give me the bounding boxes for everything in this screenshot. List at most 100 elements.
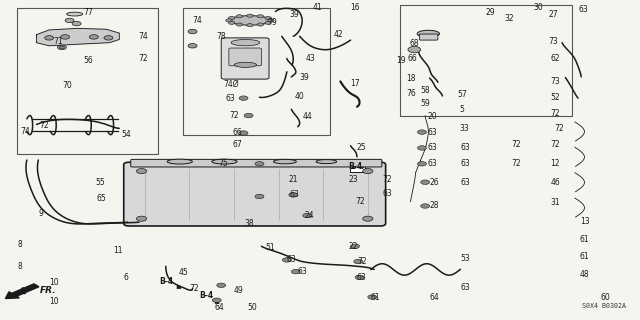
- Text: 72: 72: [554, 124, 564, 133]
- Text: 39: 39: [300, 73, 309, 82]
- Circle shape: [236, 15, 243, 18]
- Text: 41: 41: [312, 3, 322, 12]
- Circle shape: [355, 275, 364, 280]
- Text: 78: 78: [217, 32, 227, 41]
- Circle shape: [217, 283, 226, 288]
- Text: 72: 72: [511, 159, 521, 168]
- Text: 68: 68: [409, 39, 419, 48]
- Text: 75: 75: [218, 159, 228, 168]
- Text: 63: 63: [460, 283, 470, 292]
- Circle shape: [45, 36, 54, 40]
- Text: 67: 67: [232, 140, 242, 149]
- FancyArrow shape: [5, 284, 39, 299]
- Text: 6: 6: [124, 273, 129, 282]
- Circle shape: [90, 35, 99, 39]
- Ellipse shape: [231, 39, 260, 46]
- Text: 5: 5: [459, 105, 464, 114]
- Polygon shape: [36, 28, 119, 46]
- Text: 19: 19: [396, 56, 406, 65]
- Text: FR.: FR.: [40, 286, 56, 295]
- Text: 74: 74: [20, 127, 30, 136]
- Circle shape: [65, 18, 74, 23]
- Ellipse shape: [417, 30, 440, 37]
- Circle shape: [257, 23, 264, 26]
- Text: 46: 46: [550, 178, 561, 187]
- Circle shape: [265, 16, 271, 20]
- Circle shape: [420, 180, 429, 184]
- Circle shape: [268, 19, 274, 22]
- Text: 60: 60: [600, 293, 610, 302]
- Text: 42: 42: [334, 30, 344, 39]
- Circle shape: [228, 16, 235, 20]
- Ellipse shape: [67, 12, 83, 16]
- Circle shape: [244, 113, 253, 118]
- Text: 77: 77: [83, 8, 93, 17]
- Circle shape: [136, 216, 147, 221]
- Text: 33: 33: [459, 124, 468, 133]
- Bar: [399, 4, 572, 116]
- Circle shape: [226, 19, 232, 22]
- Circle shape: [289, 193, 298, 197]
- Text: 48: 48: [580, 270, 589, 279]
- Circle shape: [58, 45, 67, 50]
- Text: 63: 63: [427, 128, 437, 137]
- Text: 63: 63: [383, 189, 392, 198]
- Circle shape: [354, 259, 363, 264]
- Text: B-4: B-4: [351, 162, 365, 171]
- Text: 51: 51: [266, 243, 275, 252]
- Text: 56: 56: [83, 56, 93, 65]
- Ellipse shape: [212, 159, 237, 164]
- Bar: [17, 8, 157, 154]
- Circle shape: [228, 21, 235, 24]
- Text: 72: 72: [138, 54, 148, 63]
- Circle shape: [246, 24, 253, 27]
- Text: 31: 31: [550, 198, 560, 207]
- Circle shape: [212, 298, 221, 302]
- Text: 22: 22: [349, 242, 358, 251]
- Text: 54: 54: [121, 130, 131, 139]
- Circle shape: [239, 131, 248, 135]
- Text: 61: 61: [580, 252, 589, 261]
- Text: 72: 72: [230, 111, 239, 120]
- Text: 70: 70: [62, 81, 72, 90]
- Text: 10: 10: [49, 278, 59, 287]
- Text: 8: 8: [17, 262, 22, 271]
- Text: 72: 72: [355, 197, 365, 206]
- Text: 57: 57: [457, 90, 467, 99]
- Text: 23: 23: [349, 174, 358, 184]
- FancyBboxPatch shape: [124, 162, 386, 226]
- Circle shape: [61, 35, 70, 39]
- Text: 39: 39: [289, 10, 299, 19]
- Text: 63: 63: [427, 159, 437, 168]
- Text: B-4: B-4: [349, 162, 363, 171]
- Circle shape: [188, 44, 197, 48]
- Circle shape: [72, 21, 81, 26]
- FancyBboxPatch shape: [131, 159, 382, 167]
- Text: 72: 72: [40, 121, 49, 130]
- Circle shape: [239, 96, 248, 100]
- Text: 74: 74: [193, 16, 202, 25]
- Text: 24: 24: [304, 211, 314, 220]
- Text: 58: 58: [420, 86, 430, 95]
- Text: 32: 32: [505, 14, 515, 23]
- Text: 72: 72: [357, 257, 367, 266]
- Text: 17: 17: [351, 79, 360, 88]
- Circle shape: [351, 244, 360, 249]
- Text: 49: 49: [234, 286, 244, 295]
- Text: 52: 52: [550, 93, 560, 102]
- Text: 72: 72: [550, 108, 560, 117]
- Circle shape: [368, 295, 377, 299]
- Text: 44: 44: [302, 112, 312, 121]
- Text: 11: 11: [113, 246, 122, 255]
- Text: 66: 66: [232, 128, 242, 137]
- Text: 50: 50: [247, 303, 257, 312]
- Circle shape: [246, 14, 253, 17]
- Text: 26: 26: [429, 178, 439, 187]
- Text: 74Ø: 74Ø: [223, 79, 239, 88]
- Circle shape: [408, 46, 420, 53]
- Text: 64: 64: [429, 292, 439, 301]
- Text: 71: 71: [54, 36, 63, 45]
- Text: 63: 63: [357, 273, 367, 282]
- Text: 72: 72: [511, 140, 521, 148]
- FancyBboxPatch shape: [221, 38, 269, 79]
